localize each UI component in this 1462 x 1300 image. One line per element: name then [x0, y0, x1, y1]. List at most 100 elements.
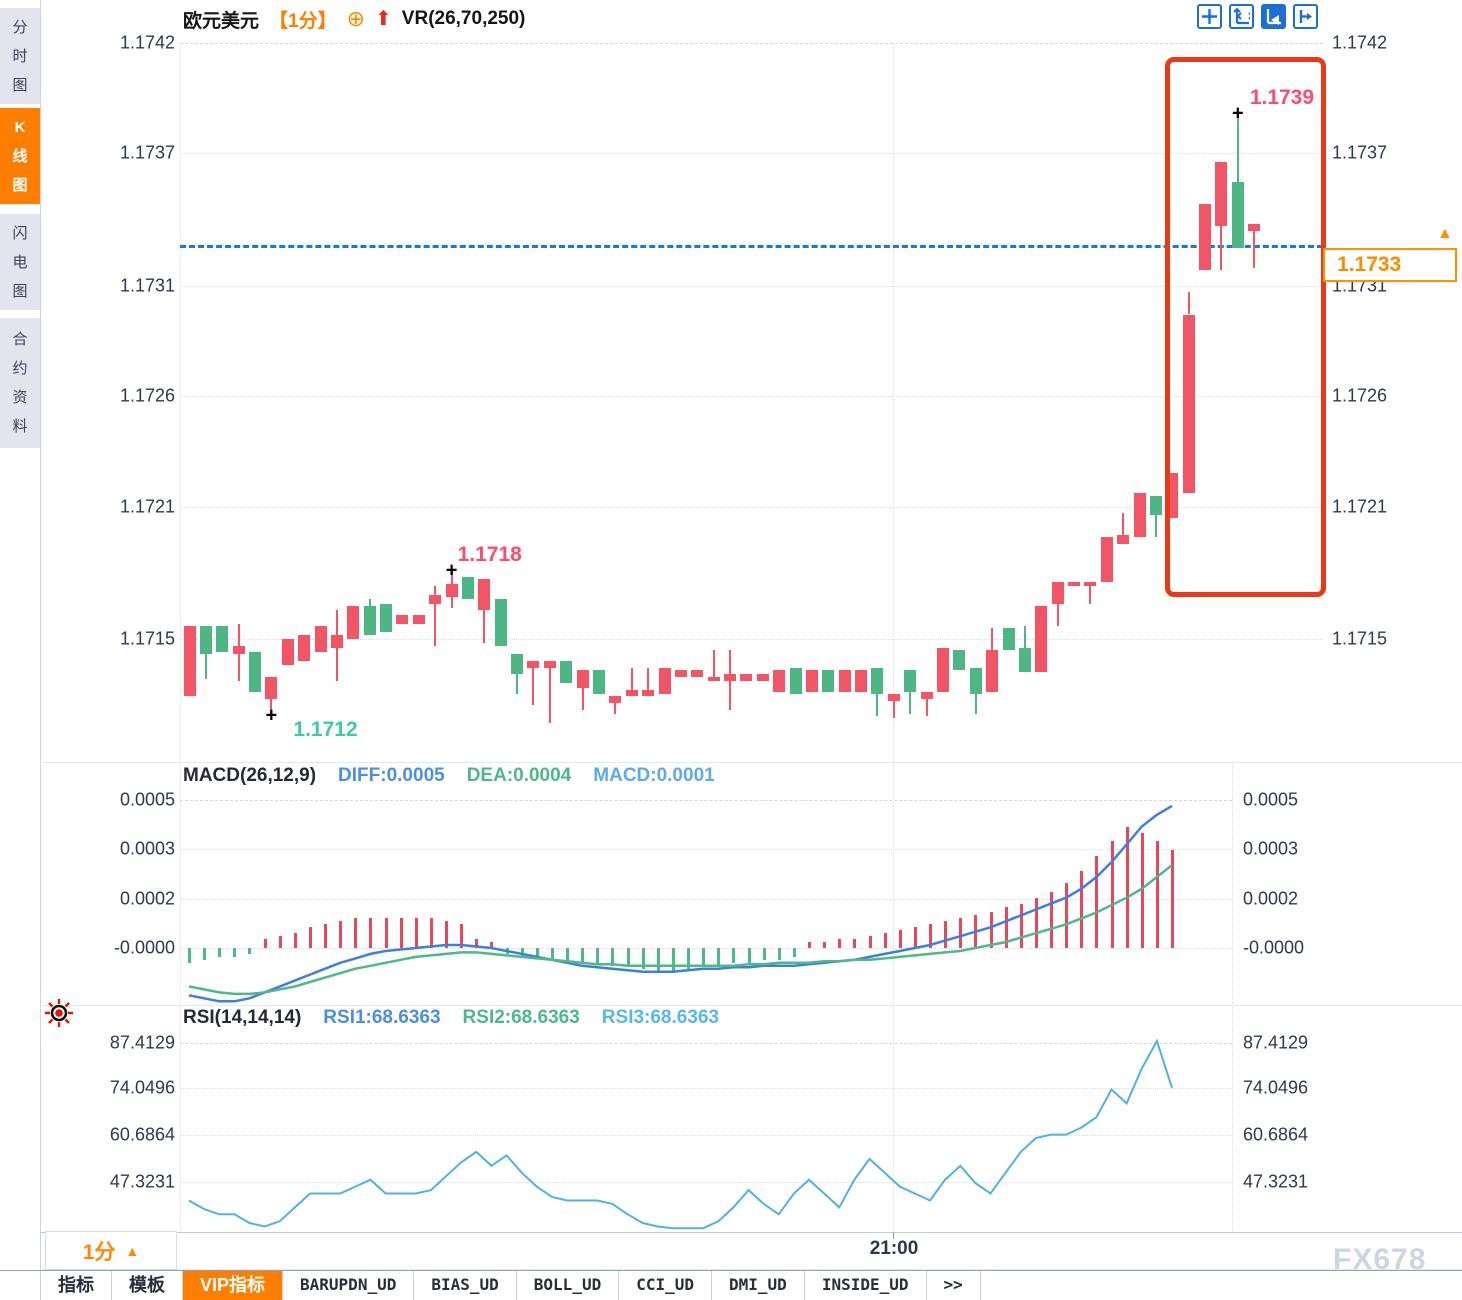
auto-scale-icon[interactable]	[1261, 4, 1286, 29]
bottom-tab-10[interactable]: >>	[927, 1271, 981, 1300]
sidebar-tab-4[interactable]: 合约资料	[0, 318, 40, 448]
sidebar-tab-char: 时	[12, 47, 28, 65]
macd-hist-bar	[808, 942, 812, 948]
candle-wick	[237, 623, 240, 646]
rsi-header: RSI(14,14,14) RSI1:68.6363 RSI2:68.6363 RS…	[183, 1007, 719, 1029]
macd-hist-bar	[550, 948, 554, 960]
macd-hist-bar	[641, 948, 645, 969]
up-arrow-icon: ⬆	[375, 8, 392, 30]
price-axis-label-left: 1.1737	[119, 142, 175, 163]
chart-toolbar	[1197, 4, 1318, 29]
candle-body	[1117, 535, 1130, 545]
candle-body	[1133, 493, 1146, 538]
candle-body	[265, 676, 278, 699]
tabbar-spacer	[0, 1271, 41, 1300]
rsi-axis-label-right: 87.4129	[1243, 1032, 1309, 1053]
macd-hist-bar	[1080, 871, 1084, 948]
candle-body	[330, 634, 343, 648]
macd-hist-bar	[339, 921, 343, 948]
axis-scale-icon[interactable]	[1229, 4, 1254, 29]
macd-hist-bar	[1004, 906, 1008, 948]
candle-wick	[516, 674, 519, 695]
bottom-tab-7[interactable]: CCI_UD	[619, 1271, 713, 1300]
period-label[interactable]: 【1分】	[269, 10, 337, 32]
candle-body	[478, 579, 491, 611]
bottom-tab-9[interactable]: INSIDE_UD	[805, 1271, 927, 1300]
period-selector[interactable]: 1分 ▲	[45, 1231, 177, 1270]
macd-hist-bar	[203, 948, 207, 960]
macd-hist-bar	[475, 939, 479, 948]
rsi-settings-icon[interactable]	[44, 998, 74, 1033]
shift-right-icon[interactable]	[1293, 4, 1318, 29]
bottom-tab-6[interactable]: BOLL_UD	[517, 1271, 620, 1300]
rsi-axis-label-right: 47.3231	[1243, 1171, 1309, 1192]
bottom-tab-4[interactable]: BARUPDN_UD	[283, 1271, 415, 1300]
swing-low-label: 1.1712	[293, 718, 358, 742]
macd-hist-bar	[490, 942, 494, 948]
candle-wick	[1253, 230, 1256, 269]
time-axis-label: 21:00	[869, 1238, 919, 1259]
candle-wick	[335, 647, 338, 681]
macd-hist-bar	[581, 948, 585, 963]
current-price-line	[180, 245, 1323, 248]
macd-hist-bar	[566, 948, 570, 960]
indicator-right-border	[1232, 763, 1233, 1232]
rsi-legend-3: RSI3:68.6363	[601, 1007, 720, 1028]
rsi-axis-label-left: 60.6864	[109, 1124, 175, 1145]
candle-body	[674, 669, 687, 677]
bottom-tab-3[interactable]: VIP指标	[183, 1271, 284, 1300]
axis-bottom-line	[40, 1232, 1462, 1233]
sidebar-tab-3[interactable]: 闪电图	[0, 214, 40, 310]
macd-hist-bar	[414, 918, 418, 948]
rsi-gridline	[180, 1135, 1232, 1136]
candle-body	[199, 625, 212, 655]
candle-wick	[1236, 113, 1239, 183]
bottom-tab-1[interactable]: 指标	[41, 1271, 112, 1300]
bottom-tab-5[interactable]: BIAS_UD	[414, 1271, 517, 1300]
bottom-tabbar: 指标 模板 VIP指标 BARUPDN_UD BIAS_UD BOLL_UD CCI_UD D…	[0, 1270, 1462, 1300]
candle-body	[183, 625, 196, 697]
panel-separator	[40, 762, 1462, 763]
rsi-axis-label-left: 74.0496	[109, 1077, 175, 1098]
candle-wick	[876, 694, 879, 717]
candle-body	[887, 694, 900, 701]
crosshair-icon[interactable]: ⊕	[346, 6, 366, 31]
period-selector-caret-icon: ▲	[125, 1242, 140, 1259]
sidebar-tab-char: K	[14, 118, 26, 136]
candle-wick	[925, 698, 928, 717]
candle-body	[756, 674, 769, 681]
macd-gridline	[180, 899, 1232, 900]
bottom-tab-2[interactable]: 模板	[112, 1271, 183, 1300]
sidebar-tab-1[interactable]: 分时图	[0, 8, 40, 104]
macd-hist-bar	[520, 948, 524, 957]
macd-hist-bar	[853, 939, 857, 948]
sidebar-tab-char: 资	[12, 389, 28, 406]
candle-body	[838, 669, 851, 692]
rsi-gridline	[180, 1182, 1232, 1183]
candle-wick	[434, 603, 437, 646]
macd-legend-2: DEA:0.0004	[466, 765, 572, 786]
macd-hist-bar	[959, 918, 963, 948]
sidebar-tab-char: 合	[12, 331, 28, 348]
macd-axis-label-left: -0.0000	[113, 937, 175, 958]
swing-high-label: 1.1718	[457, 542, 522, 566]
candle-body	[216, 625, 229, 653]
macd-hist-bar	[1065, 882, 1069, 948]
macd-axis-label-right: 0.0005	[1243, 789, 1299, 810]
macd-hist-bar	[868, 936, 872, 948]
crosshair-pan-icon[interactable]	[1197, 4, 1222, 29]
bottom-tab-8[interactable]: DMI_UD	[712, 1271, 805, 1300]
candle-body	[691, 669, 704, 677]
macd-header: MACD(26,12,9) DIFF:0.0005 DEA:0.0004 MACD:…	[183, 765, 715, 787]
candle-wick	[647, 667, 650, 690]
candle-body	[593, 669, 605, 695]
candle-body	[625, 689, 638, 697]
candle-wick	[1122, 513, 1125, 536]
candle-body	[380, 603, 393, 633]
macd-hist-bar	[1034, 897, 1038, 948]
macd-hist-bar	[460, 924, 464, 948]
macd-hist-bar	[717, 948, 721, 966]
candle-wick	[532, 667, 535, 706]
